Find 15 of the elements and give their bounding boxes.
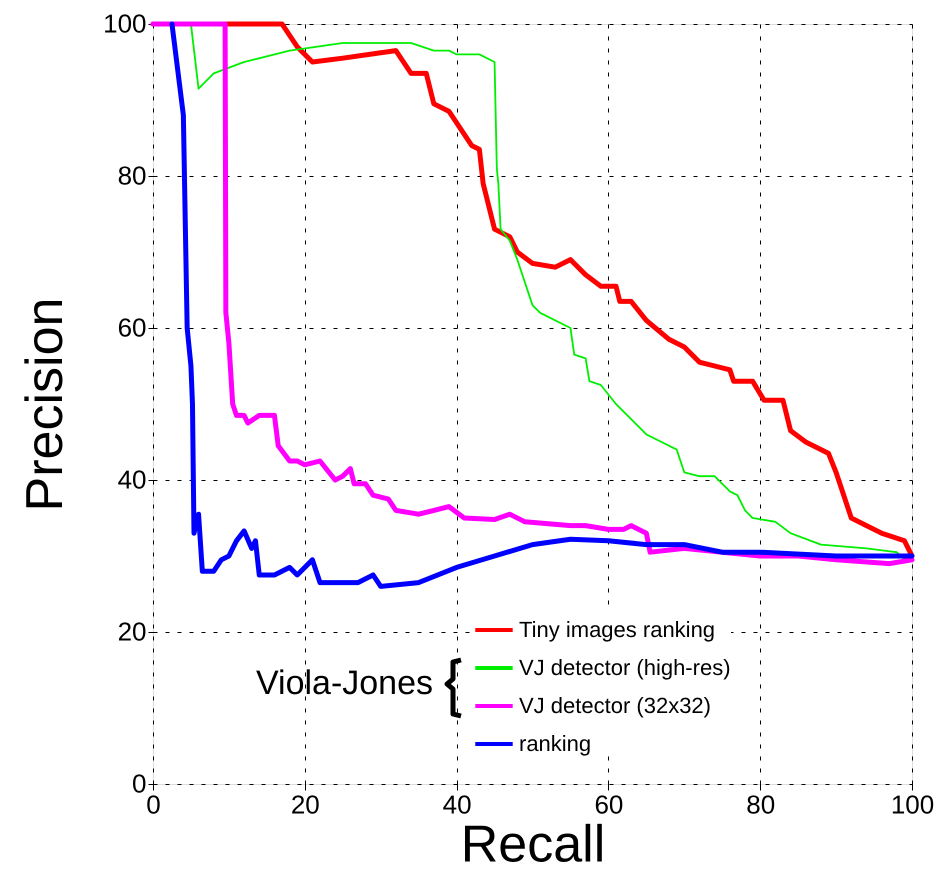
y-tick-label: 20 xyxy=(118,616,146,646)
x-tick-label: 100 xyxy=(890,790,934,820)
y-tick-label: 80 xyxy=(118,160,146,190)
legend-label: VJ detector (high-res) xyxy=(519,655,731,680)
legend-label: VJ detector (32x32) xyxy=(519,693,711,718)
legend-label: Tiny images ranking xyxy=(519,617,716,642)
x-tick-label: 80 xyxy=(746,790,776,820)
y-tick-label: 100 xyxy=(103,8,146,38)
x-tick-label: 20 xyxy=(290,790,320,820)
legend-label: ranking xyxy=(519,731,592,756)
y-tick-label: 40 xyxy=(118,464,146,494)
y-tick-label: 0 xyxy=(132,768,146,798)
annotation: Viola-Jones xyxy=(256,664,433,702)
y-axis-title: Precision xyxy=(16,298,74,512)
y-tick-label: 60 xyxy=(118,312,146,342)
